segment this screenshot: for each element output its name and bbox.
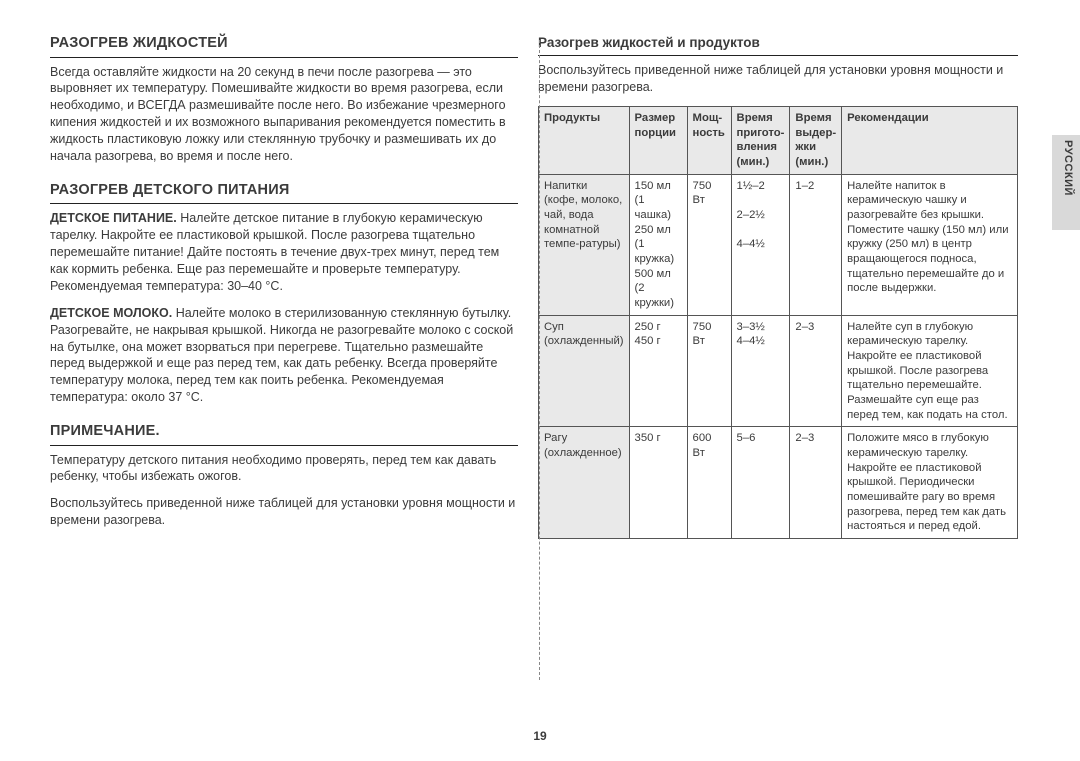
cell-cook: 5–6 xyxy=(731,427,790,539)
heading-baby-food: РАЗОГРЕВ ДЕТСКОГО ПИТАНИЯ xyxy=(50,181,518,205)
th-power: Мощ-ность xyxy=(687,106,731,174)
cell-size: 250 г 450 г xyxy=(629,315,687,427)
table-row: Суп (охлажденный)250 г 450 г750 Вт3–3½ 4… xyxy=(539,315,1018,427)
note-1: Температуру детского питания необходимо … xyxy=(50,452,518,486)
cell-stand: 2–3 xyxy=(790,315,842,427)
cell-stand: 2–3 xyxy=(790,427,842,539)
cell-cook: 3–3½ 4–4½ xyxy=(731,315,790,427)
cell-power: 750 Вт xyxy=(687,174,731,315)
page-number: 19 xyxy=(0,729,1080,743)
cell-power: 750 Вт xyxy=(687,315,731,427)
heading-note: ПРИМЕЧАНИЕ. xyxy=(50,422,518,446)
table-row: Напитки (кофе, молоко, чай, вода комнатн… xyxy=(539,174,1018,315)
reheat-table: Продукты Размер порции Мощ-ность Время п… xyxy=(538,106,1018,539)
cell-rec: Положите мясо в глубокую керамическую та… xyxy=(842,427,1018,539)
heading-liquids: РАЗОГРЕВ ЖИДКОСТЕЙ xyxy=(50,34,518,58)
table-intro: Воспользуйтесь приведенной ниже таблицей… xyxy=(538,62,1018,96)
th-stand: Время выдер-жки (мин.) xyxy=(790,106,842,174)
paragraph-baby-milk: ДЕТСКОЕ МОЛОКО. Налейте молоко в стерили… xyxy=(50,305,518,406)
right-column: Разогрев жидкостей и продуктов Воспользу… xyxy=(538,34,1018,545)
page-content: РАЗОГРЕВ ЖИДКОСТЕЙ Всегда оставляйте жид… xyxy=(0,0,1080,545)
left-column: РАЗОГРЕВ ЖИДКОСТЕЙ Всегда оставляйте жид… xyxy=(50,34,518,545)
cell-prod: Напитки (кофе, молоко, чай, вода комнатн… xyxy=(539,174,630,315)
cell-prod: Рагу (охлажденное) xyxy=(539,427,630,539)
text-baby-milk: Налейте молоко в стерилизованную стеклян… xyxy=(50,306,513,404)
cell-power: 600 Вт xyxy=(687,427,731,539)
th-rec: Рекомендации xyxy=(842,106,1018,174)
cell-rec: Налейте суп в глубокую керамическую таре… xyxy=(842,315,1018,427)
language-label: РУССКИЙ xyxy=(1062,140,1074,196)
label-baby-milk: ДЕТСКОЕ МОЛОКО. xyxy=(50,306,172,320)
note-2: Воспользуйтесь приведенной ниже таблицей… xyxy=(50,495,518,529)
th-cook: Время пригото-вления (мин.) xyxy=(731,106,790,174)
cell-prod: Суп (охлажденный) xyxy=(539,315,630,427)
cell-stand: 1–2 xyxy=(790,174,842,315)
th-products: Продукты xyxy=(539,106,630,174)
cell-size: 150 мл (1 чашка) 250 мл (1 кружка) 500 м… xyxy=(629,174,687,315)
cell-size: 350 г xyxy=(629,427,687,539)
column-divider xyxy=(539,40,540,680)
cell-cook: 1½–2 2–2½ 4–4½ xyxy=(731,174,790,315)
paragraph-baby-food: ДЕТСКОЕ ПИТАНИЕ. Налейте детское питание… xyxy=(50,210,518,294)
paragraph-liquids: Всегда оставляйте жидкости на 20 секунд … xyxy=(50,64,518,165)
th-size: Размер порции xyxy=(629,106,687,174)
heading-table: Разогрев жидкостей и продуктов xyxy=(538,34,1018,56)
cell-rec: Налейте напиток в керамическую чашку и р… xyxy=(842,174,1018,315)
table-row: Рагу (охлажденное)350 г600 Вт5–62–3Полож… xyxy=(539,427,1018,539)
label-baby-food: ДЕТСКОЕ ПИТАНИЕ. xyxy=(50,211,177,225)
